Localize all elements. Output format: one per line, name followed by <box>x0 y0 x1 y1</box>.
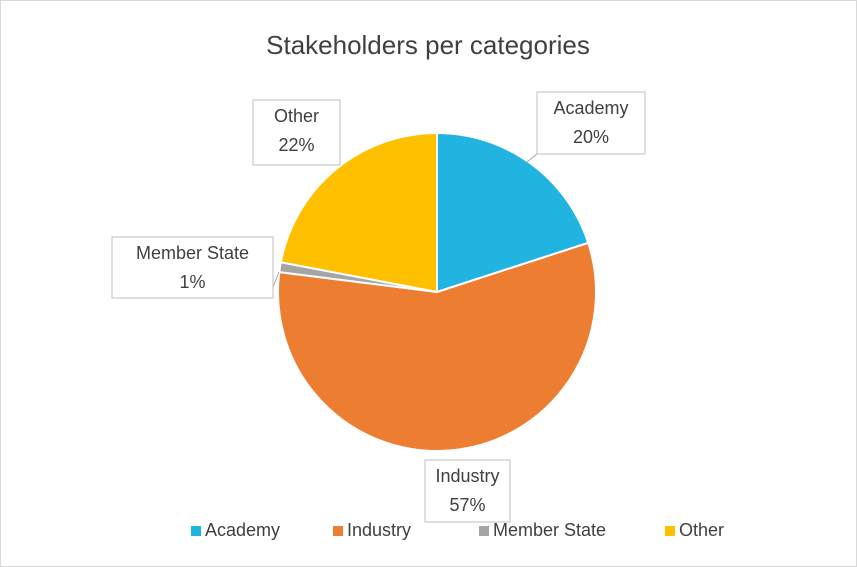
data-label-name: Member State <box>136 243 249 263</box>
data-label-box <box>536 91 646 155</box>
pie-slice <box>277 241 597 452</box>
chart-title: Stakeholders per categories <box>266 30 590 60</box>
legend-swatch <box>333 526 343 536</box>
legend-swatch <box>479 526 489 536</box>
legend-label: Other <box>679 520 724 540</box>
pie-slice <box>436 131 590 294</box>
legend-label: Industry <box>347 520 411 540</box>
data-label-value: 20% <box>573 127 609 147</box>
data-label-box <box>252 99 341 166</box>
pie-slice <box>279 131 438 294</box>
data-label-name: Other <box>274 106 319 126</box>
leader-line <box>272 271 280 288</box>
data-label-value: 22% <box>278 135 314 155</box>
data-label-name: Industry <box>435 466 499 486</box>
legend-label: Academy <box>205 520 280 540</box>
leader-line <box>526 153 538 163</box>
legend-swatch <box>665 526 675 536</box>
data-label-value: 57% <box>449 495 485 515</box>
data-label-box <box>111 236 274 299</box>
legend-swatch <box>191 526 201 536</box>
data-label-box <box>424 459 511 523</box>
legend-label: Member State <box>493 520 606 540</box>
data-label-name: Academy <box>553 98 628 118</box>
data-label-value: 1% <box>179 272 205 292</box>
